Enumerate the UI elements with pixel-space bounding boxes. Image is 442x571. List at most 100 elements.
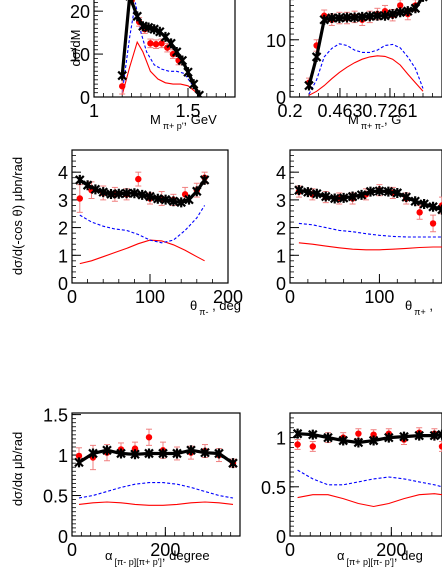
x-tick-label: 200 [150, 540, 180, 560]
data-marker [158, 40, 165, 47]
y-axis-label: dσ/dM [68, 30, 83, 67]
model-marker [429, 430, 440, 441]
model-marker [116, 448, 126, 459]
model-marker [372, 10, 383, 21]
model-marker [214, 448, 224, 459]
x-axis-label: α [π- p][π+ p'], degree [105, 548, 210, 567]
model-marker [384, 432, 394, 443]
y-tick-label: 2 [58, 219, 68, 239]
x-axis-label: α [π+ p][π- p'], deg [337, 548, 423, 567]
dashed-component-line [78, 482, 234, 499]
plot-frame [289, 412, 442, 537]
model-marker [437, 429, 442, 440]
model-marker [184, 194, 194, 205]
x-axis-label-sub: π+ [414, 307, 425, 317]
model-marker [228, 458, 238, 469]
y-tick-label: 1 [276, 246, 286, 266]
x-tick-label: 0 [67, 540, 77, 560]
panel-6: 0 200 0 0.5 1 α [π+ p][π- p'], deg [261, 412, 442, 567]
y-tick-label: 1 [58, 246, 68, 266]
x-tick-label: 0.7261 [362, 101, 417, 121]
series-group [117, 0, 205, 97]
data-marker [169, 50, 177, 58]
model-marker [319, 14, 329, 25]
data-point [438, 441, 442, 452]
model-marker [183, 67, 193, 78]
model-marker [121, 188, 132, 199]
x-axis-label-unit: , GeV [184, 112, 218, 127]
x-axis-label-sub: [π- p][π+ p'] [115, 557, 162, 567]
model-marker [342, 12, 352, 23]
model-marker [380, 10, 390, 21]
model-marker [75, 174, 85, 185]
model-marker [177, 55, 188, 66]
model-marker [158, 448, 168, 459]
model-marker [323, 432, 333, 443]
model-marker [401, 192, 412, 203]
model-marker [374, 186, 385, 197]
model-line [307, 0, 423, 87]
y-tick-label: 0.5 [43, 487, 68, 507]
solid-component-line [308, 55, 424, 96]
x-tick-label: 200 [376, 540, 406, 560]
data-point [294, 439, 301, 450]
x-tick-label: 0 [285, 540, 295, 560]
model-marker [188, 79, 199, 90]
model-marker [200, 447, 210, 458]
data-marker [147, 40, 154, 47]
y-tick-label: 10 [266, 31, 286, 51]
series-group [74, 428, 238, 506]
model-marker [365, 11, 375, 22]
x-axis-label-unit: , deg [208, 298, 241, 313]
model-marker [114, 188, 124, 199]
x-axis-label-main: θ [190, 298, 197, 313]
y-tick-label: 4 [58, 163, 68, 183]
data-marker [76, 195, 84, 202]
data-marker [152, 41, 160, 48]
x-tick-label: 200 [213, 287, 243, 307]
model-marker [418, 0, 428, 2]
data-point [145, 428, 153, 446]
series-group [294, 184, 442, 251]
model-marker [334, 13, 345, 24]
data-marker [429, 220, 437, 227]
data-marker [355, 430, 362, 437]
x-axis-label-unit: , [426, 298, 433, 313]
data-marker [119, 83, 126, 90]
data-marker [294, 441, 301, 448]
dashed-component-line [298, 222, 442, 238]
model-marker [192, 186, 202, 197]
model-marker [168, 196, 179, 207]
model-marker [399, 431, 409, 442]
series-group [75, 171, 210, 265]
solid-component-line [78, 501, 234, 506]
x-axis-label-sub: [π+ p][π- p'] [347, 557, 394, 567]
y-tick-label: 0 [80, 88, 90, 108]
x-tick-label: 100 [364, 287, 394, 307]
x-axis-label-main: α [105, 548, 113, 563]
model-marker [171, 46, 182, 57]
y-tick-label: 0 [276, 527, 286, 547]
x-axis-label-main: M [150, 112, 161, 127]
model-marker [90, 184, 101, 195]
model-marker [368, 435, 379, 446]
model-marker [303, 187, 313, 198]
y-tick-label: 1 [276, 429, 286, 449]
model-line [78, 448, 234, 465]
model-marker [149, 24, 159, 35]
y-tick-label: 0 [58, 274, 68, 294]
x-tick-label: 1.5 [175, 101, 200, 121]
data-point [152, 39, 160, 50]
model-marker [308, 429, 318, 440]
data-point [355, 428, 362, 440]
data-marker [309, 443, 316, 450]
dashed-component-line [297, 469, 442, 488]
solid-component-line [297, 493, 442, 508]
x-axis-label-sub: π+ p' [163, 121, 184, 131]
x-axis-label-main: θ [405, 298, 412, 313]
x-tick-label: 0.2 [277, 101, 302, 121]
data-point [429, 214, 437, 233]
model-marker [199, 174, 210, 185]
model-marker [176, 197, 186, 208]
